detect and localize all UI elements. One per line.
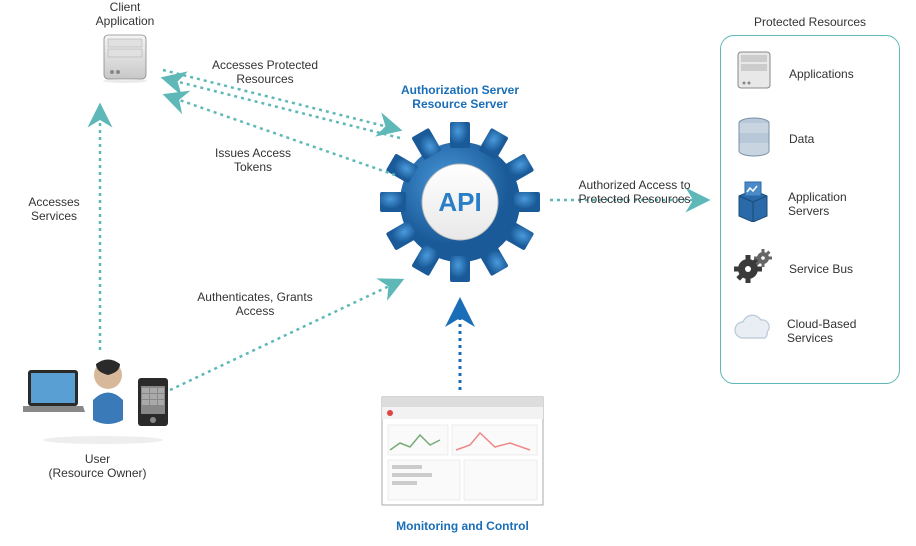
label-accesses-services: Accesses Services bbox=[20, 195, 88, 223]
label-authenticates: Authenticates, Grants Access bbox=[195, 290, 315, 318]
arrow-accesses-services bbox=[0, 0, 916, 546]
label-accesses-protected: Accesses Protected Resources bbox=[195, 58, 335, 86]
label-authorized-access: Authorized Access to Protected Resources bbox=[562, 178, 707, 206]
label-issues-tokens: Issues Access Tokens bbox=[198, 146, 308, 174]
